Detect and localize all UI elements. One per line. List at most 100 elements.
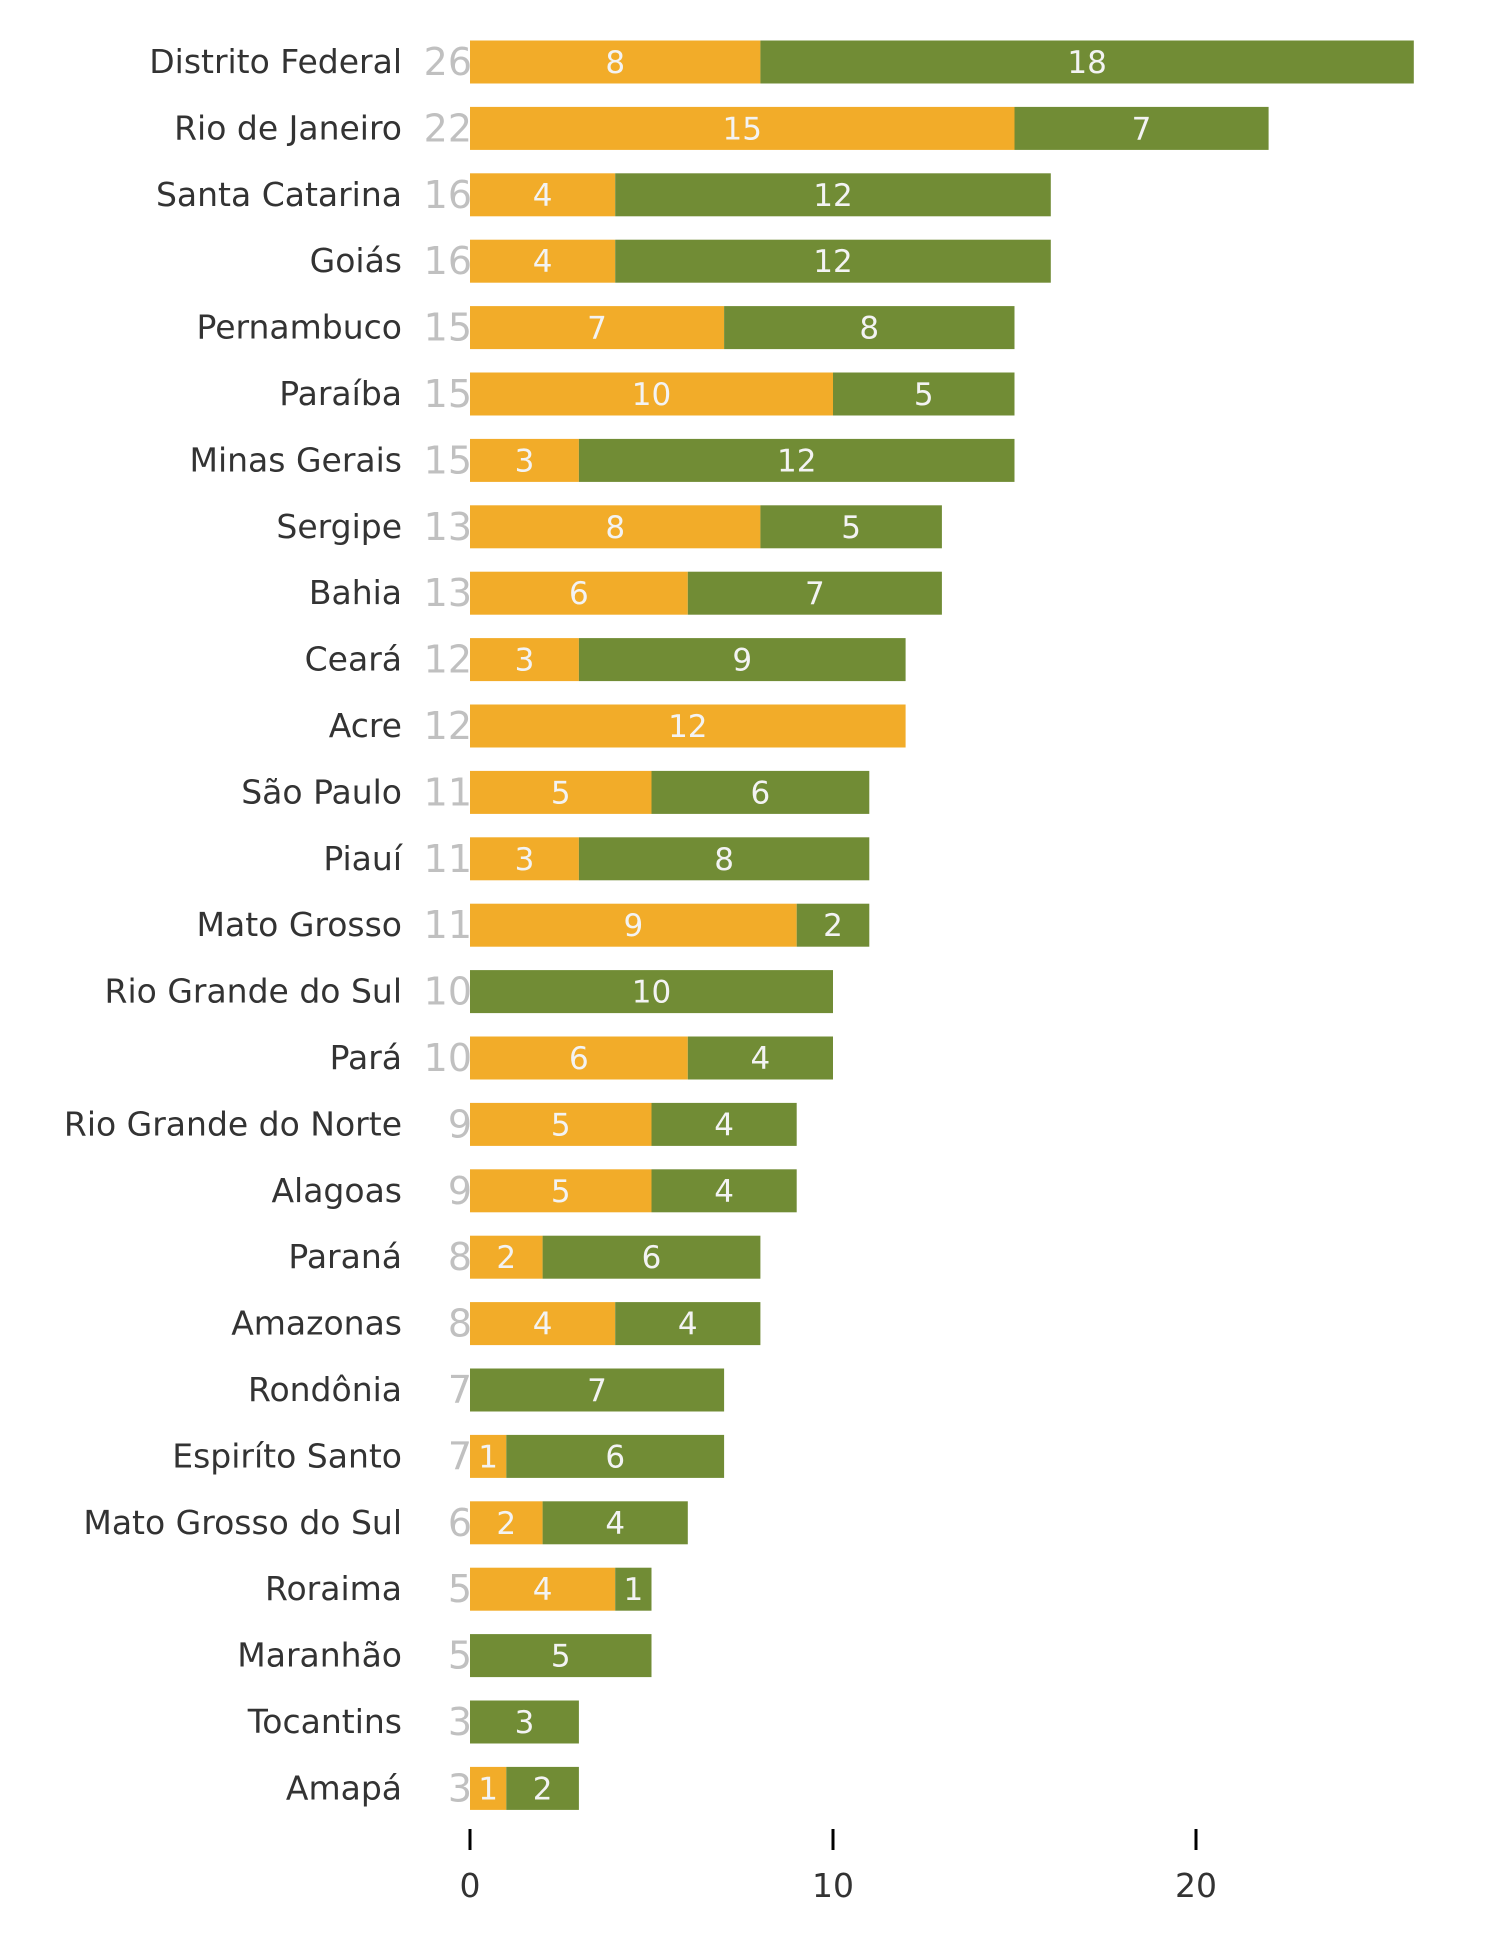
bar-segment-2 <box>578 638 906 682</box>
total-label: 12 <box>424 704 472 748</box>
segment-value-label: 2 <box>496 1240 516 1276</box>
total-label: 11 <box>424 903 472 947</box>
total-label: 15 <box>424 372 472 416</box>
bar-row: Santa Catarina 16 4 12 <box>156 173 1051 217</box>
bar-row: Roraima 5 4 1 <box>265 1567 652 1611</box>
segment-value-label: 7 <box>1132 111 1152 147</box>
total-label: 11 <box>424 837 472 881</box>
total-label: 13 <box>424 505 472 549</box>
category-label: Santa Catarina <box>156 175 402 214</box>
segment-value-label: 3 <box>515 443 535 479</box>
segment-value-label: 2 <box>823 908 843 944</box>
bar-segment-1 <box>470 837 579 881</box>
bar-segment-1 <box>470 306 725 350</box>
segment-value-label: 5 <box>551 1107 571 1143</box>
bar-segment-1 <box>470 173 616 217</box>
bar-segment-2 <box>760 40 1414 84</box>
bar-segment-2 <box>796 903 870 947</box>
bar-row: Acre 12 12 <box>329 704 906 748</box>
bar-row: Maranhão 5 5 <box>237 1634 652 1678</box>
category-label: Amapá <box>286 1768 402 1807</box>
bar-segment-2 <box>724 306 1015 350</box>
category-label: Pará <box>330 1038 402 1077</box>
segment-value-label: 7 <box>587 311 607 347</box>
category-label: Distrito Federal <box>149 42 402 81</box>
segment-value-label: 6 <box>751 775 771 811</box>
bar-row: Goiás 16 4 12 <box>310 239 1051 283</box>
total-label: 3 <box>448 1766 472 1810</box>
category-label: Amazonas <box>231 1304 402 1343</box>
bar-segment-1 <box>470 1169 652 1213</box>
bar-row: Espiríto Santo 7 1 6 <box>172 1434 725 1478</box>
category-label: Espiríto Santo <box>172 1436 402 1475</box>
bar-segment-1 <box>470 1102 652 1146</box>
total-label: 16 <box>424 239 472 283</box>
bar-row: Piauí 11 3 8 <box>323 837 870 881</box>
bar-row: Paraná 8 2 6 <box>288 1235 761 1279</box>
bar-row: Alagoas 9 5 4 <box>271 1169 797 1213</box>
segment-value-label: 7 <box>587 1373 607 1409</box>
segment-value-label: 5 <box>914 377 934 413</box>
category-label: Acre <box>329 706 402 745</box>
bar-segment-1 <box>470 1235 543 1279</box>
bar-segment-2 <box>651 770 870 814</box>
category-label: Paraná <box>288 1237 402 1276</box>
bar-segment-1 <box>470 106 1015 150</box>
bar-segment-2 <box>615 239 1051 283</box>
bar-row: Tocantins 3 3 <box>247 1700 579 1744</box>
segment-value-label: 6 <box>605 1439 625 1475</box>
total-label: 5 <box>448 1567 472 1611</box>
segment-value-label: 5 <box>841 510 861 546</box>
segment-value-label: 12 <box>813 244 852 280</box>
bar-segment-2 <box>651 1169 797 1213</box>
segment-value-label: 4 <box>533 178 553 214</box>
bar-segment-1 <box>470 704 906 748</box>
bar-segment-2 <box>578 837 870 881</box>
segment-value-label: 7 <box>805 576 825 612</box>
category-label: São Paulo <box>241 772 402 811</box>
category-label: Mato Grosso do Sul <box>83 1503 402 1542</box>
category-label: Ceará <box>305 640 402 679</box>
bar-row: Ceará 12 3 9 <box>305 638 906 682</box>
segment-value-label: 12 <box>813 178 852 214</box>
total-label: 9 <box>448 1102 472 1146</box>
bar-row: Bahia 13 6 7 <box>309 571 942 615</box>
bar-row: Rondônia 7 7 <box>248 1368 725 1412</box>
category-label: Bahia <box>309 573 402 612</box>
bar-row: Sergipe 13 8 5 <box>276 505 942 549</box>
bar-segment-1 <box>470 239 616 283</box>
bar-row: São Paulo 11 5 6 <box>241 770 870 814</box>
segment-value-label: 5 <box>551 775 571 811</box>
total-label: 10 <box>424 1036 472 1080</box>
segment-value-label: 6 <box>642 1240 662 1276</box>
x-tick-label: 0 <box>460 1866 481 1905</box>
segment-value-label: 8 <box>605 510 625 546</box>
segment-value-label: 9 <box>623 908 643 944</box>
bar-segment-2 <box>470 1700 579 1744</box>
segment-value-label: 9 <box>732 643 752 679</box>
segment-value-label: 1 <box>478 1771 498 1807</box>
category-label: Alagoas <box>271 1171 402 1210</box>
bar-segment-1 <box>470 40 761 84</box>
bar-segment-1 <box>470 638 579 682</box>
segment-value-label: 12 <box>668 709 707 745</box>
bar-row: Rio Grande do Sul 10 10 <box>105 970 833 1014</box>
bar-row: Pará 10 6 4 <box>330 1036 833 1080</box>
segment-value-label: 4 <box>714 1107 734 1143</box>
segment-value-label: 10 <box>632 975 671 1011</box>
segment-value-label: 5 <box>551 1174 571 1210</box>
bar-segment-1 <box>470 770 652 814</box>
segment-value-label: 4 <box>714 1174 734 1210</box>
segment-value-label: 1 <box>623 1572 643 1608</box>
segment-value-label: 4 <box>533 244 553 280</box>
segment-value-label: 2 <box>496 1506 516 1542</box>
category-label: Sergipe <box>276 507 402 546</box>
total-label: 7 <box>448 1434 472 1478</box>
segment-value-label: 4 <box>605 1506 625 1542</box>
total-label: 9 <box>448 1169 472 1213</box>
category-label: Maranhão <box>237 1636 402 1675</box>
category-label: Mato Grosso <box>197 905 403 944</box>
total-label: 5 <box>448 1634 472 1678</box>
total-label: 11 <box>424 770 472 814</box>
bar-row: Rio Grande do Norte 9 5 4 <box>64 1102 797 1146</box>
